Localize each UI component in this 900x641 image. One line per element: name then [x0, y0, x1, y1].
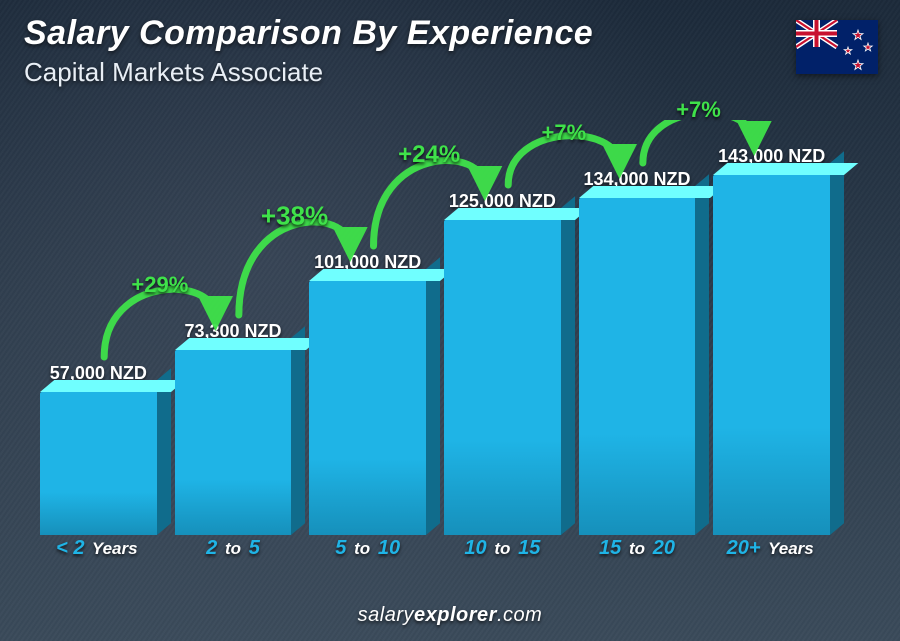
- footer-attribution: salaryexplorer.com: [0, 604, 900, 627]
- increment-label: +7%: [676, 97, 721, 123]
- bar-chart: 57,000 NZD73,300 NZD101,000 NZD125,000 N…: [30, 120, 840, 571]
- bar-body: [40, 392, 157, 535]
- x-label-1: 2 to 5: [175, 537, 292, 571]
- bar-0: 57,000 NZD: [40, 363, 157, 535]
- chart-title: Salary Comparison By Experience: [24, 14, 780, 53]
- increment-label: +38%: [261, 201, 328, 232]
- bar-body: [713, 175, 830, 535]
- bar-3: 125,000 NZD: [444, 191, 561, 535]
- chart-subtitle: Capital Markets Associate: [24, 57, 780, 88]
- bar-body: [444, 220, 561, 535]
- bar-body: [579, 198, 696, 535]
- bar-2: 101,000 NZD: [309, 252, 426, 535]
- x-axis-labels: < 2 Years 2 to 5 5 to 10 10 to 15 15 to 20 2…: [30, 537, 840, 571]
- footer-bold: explorer: [414, 604, 497, 626]
- x-label-4: 15 to 20: [579, 537, 696, 571]
- increment-label: +29%: [131, 272, 188, 298]
- increment-label: +7%: [542, 120, 587, 146]
- bar-5: 143,000 NZD: [713, 146, 830, 535]
- x-label-2: 5 to 10: [309, 537, 426, 571]
- infographic-stage: Salary Comparison By Experience Capital …: [0, 0, 900, 641]
- bars-container: 57,000 NZD73,300 NZD101,000 NZD125,000 N…: [30, 120, 840, 535]
- footer-prefix: salary: [358, 604, 414, 626]
- header: Salary Comparison By Experience Capital …: [24, 14, 780, 88]
- footer-suffix: .com: [497, 604, 542, 626]
- country-flag-icon: [796, 20, 878, 74]
- bar-body: [309, 281, 426, 535]
- x-label-5: 20+ Years: [713, 537, 830, 571]
- bar-body: [175, 350, 292, 535]
- bar-1: 73,300 NZD: [175, 321, 292, 535]
- x-label-0: < 2 Years: [40, 537, 157, 571]
- bar-4: 134,000 NZD: [579, 169, 696, 535]
- x-label-3: 10 to 15: [444, 537, 561, 571]
- increment-label: +24%: [398, 141, 460, 169]
